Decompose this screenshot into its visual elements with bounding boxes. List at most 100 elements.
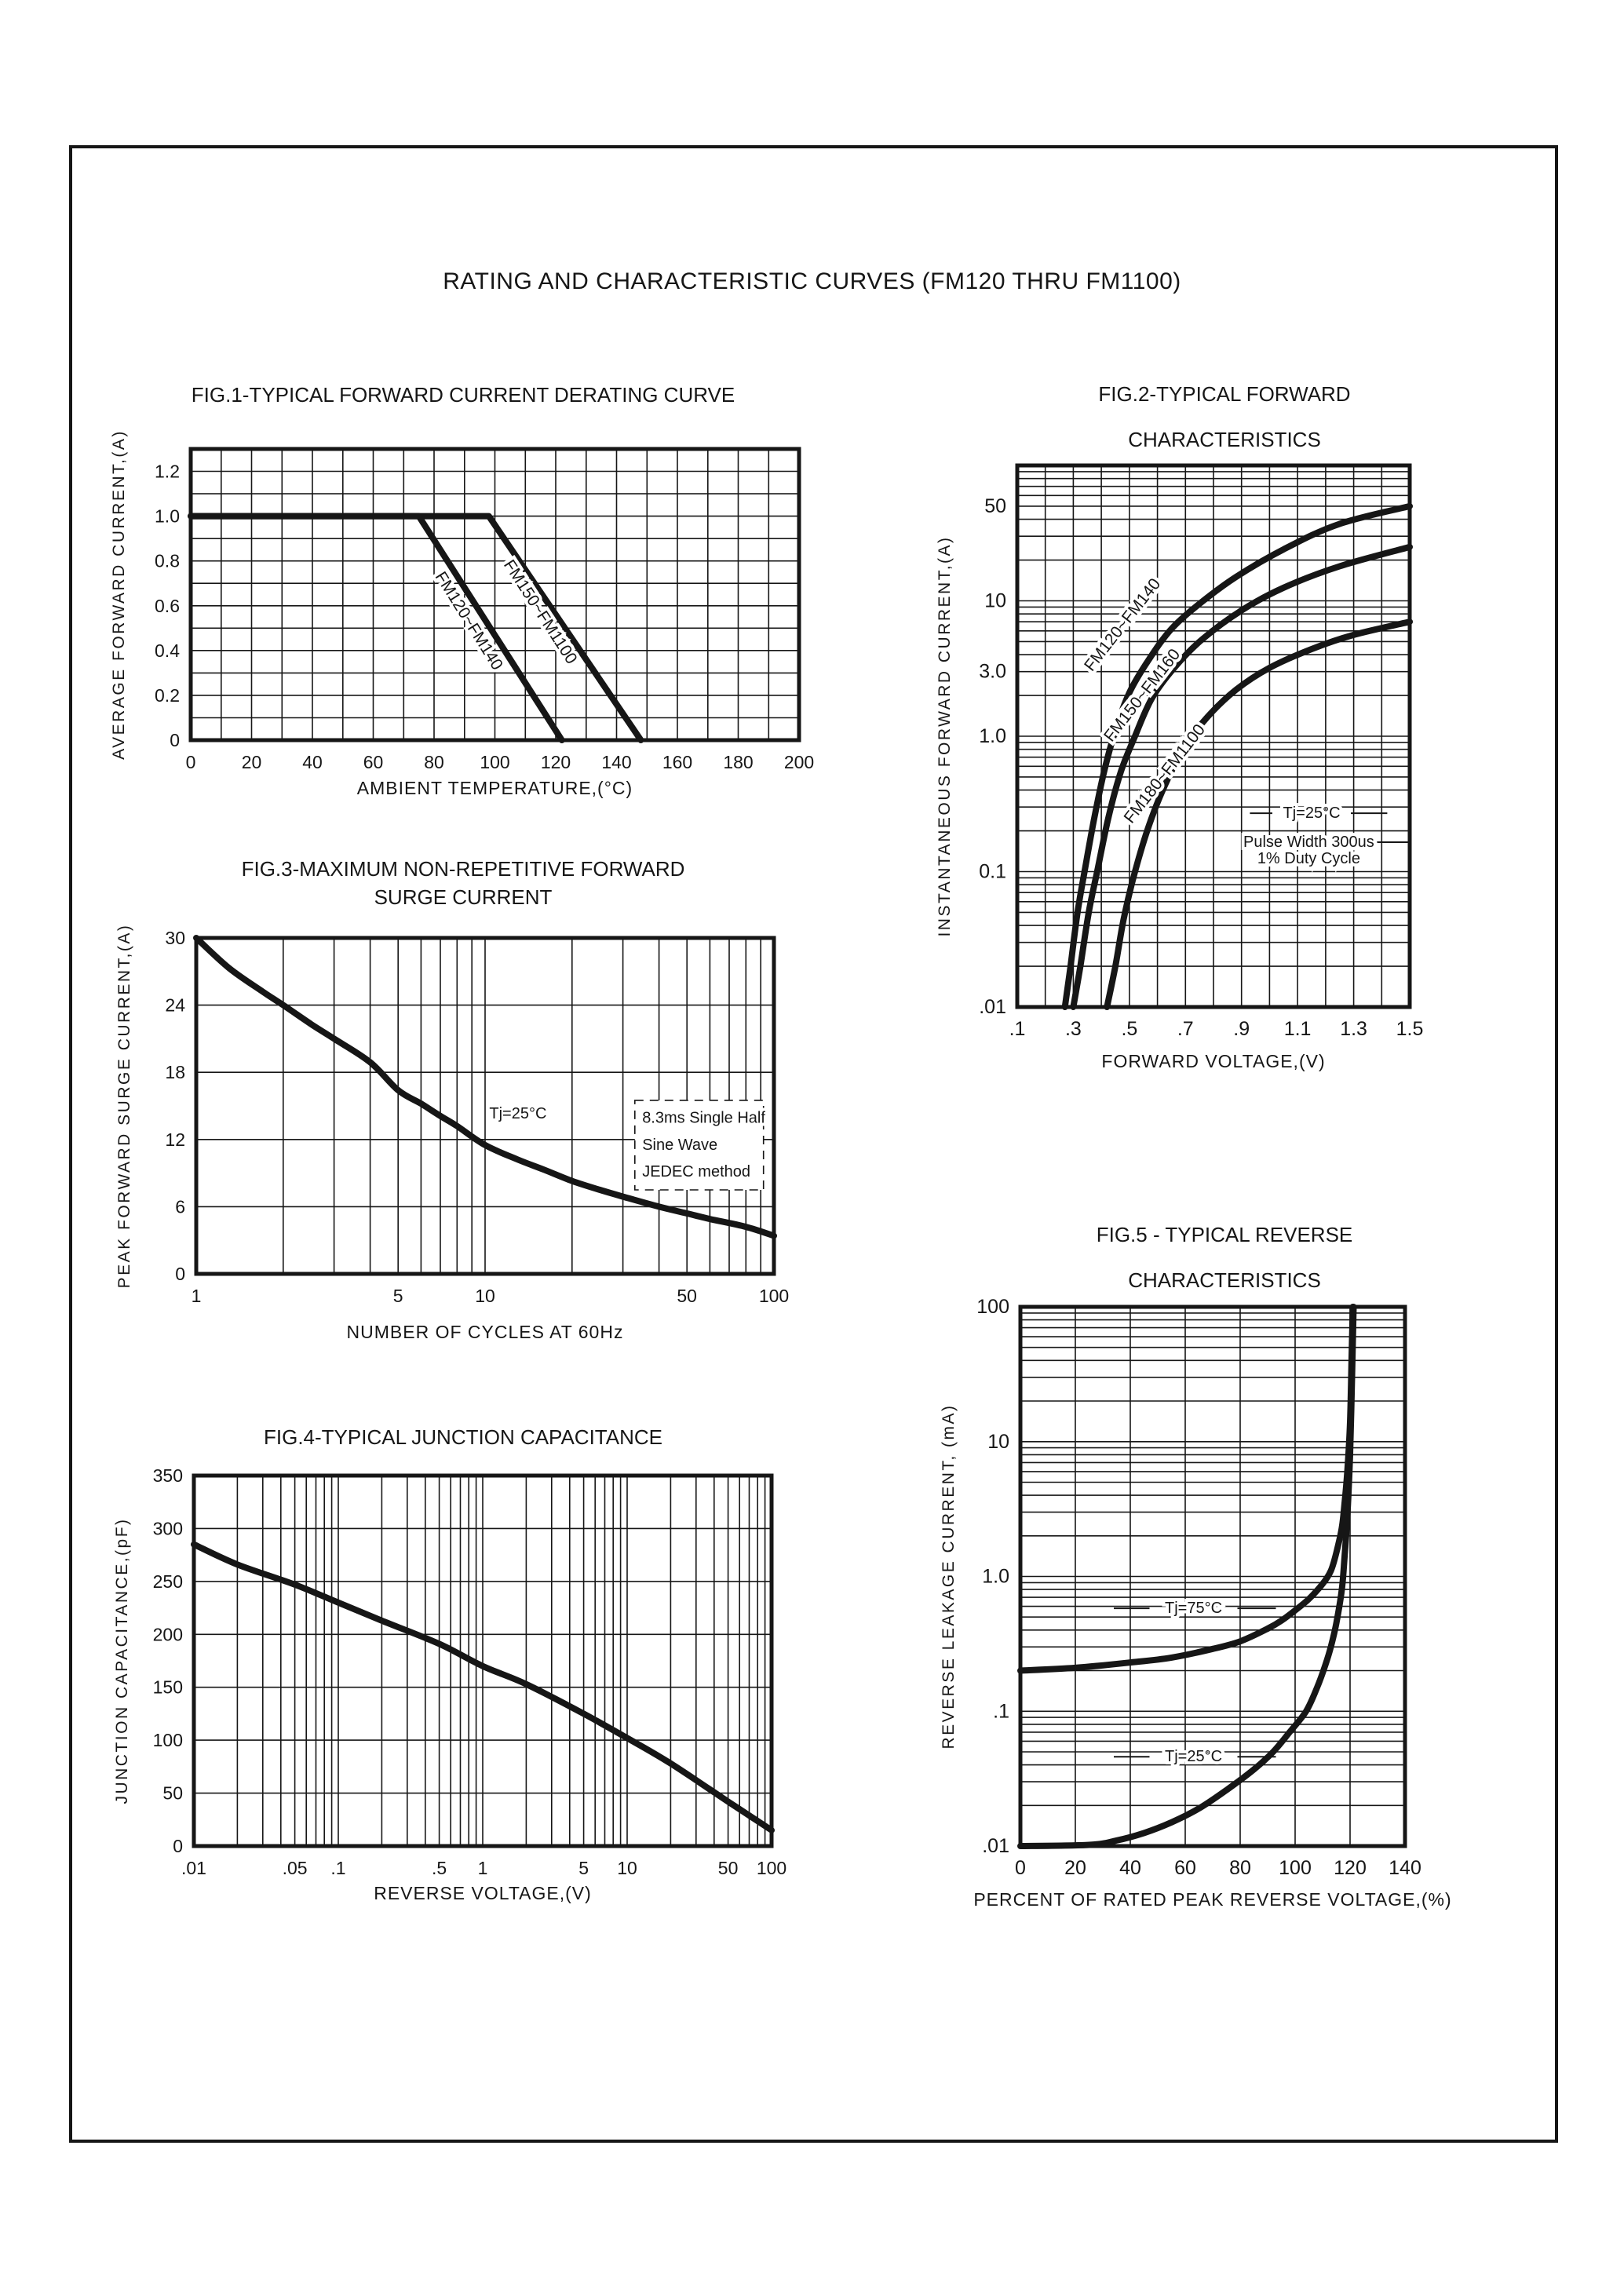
svg-text:.5: .5 [1121,1018,1137,1040]
svg-text:1.5: 1.5 [1396,1018,1424,1040]
svg-text:300: 300 [153,1518,183,1538]
svg-text:0: 0 [175,1264,185,1284]
fig2-series [1061,502,1413,1010]
svg-text:0.8: 0.8 [155,551,180,571]
svg-text:250: 250 [153,1571,183,1592]
fig3-title-line1: FIG.3-MAXIMUM NON-REPETITIVE FORWARD [241,857,685,881]
svg-text:100: 100 [976,1296,1009,1318]
svg-text:160: 160 [662,752,692,772]
svg-text:.7: .7 [1177,1018,1194,1040]
svg-text:50: 50 [718,1858,739,1878]
annotation-text: 8.3ms Single Half [642,1110,765,1127]
fig1-ticks: 0 20 40 60 80 100 120 140 160 180 200 0 0.2 0.4 0.6 0.8… [155,462,814,773]
fig5-title-line1: FIG.5 - TYPICAL REVERSE [1096,1223,1353,1246]
svg-text:100: 100 [757,1858,786,1878]
svg-text:350: 350 [153,1465,183,1486]
annotation-text: Tj=25°C [489,1105,546,1122]
curve-FM150~FM160 [1070,543,1413,1010]
fig3-ylabel: PEAK FORWARD SURGE CURRENT,(A) [115,924,133,1289]
svg-text:.1: .1 [993,1700,1009,1722]
fig1-xlabel: AMBIENT TEMPERATURE,(°C) [357,778,633,798]
svg-text:40: 40 [302,752,323,772]
annotation-text: Pulse Width 300us [1243,834,1374,851]
svg-text:60: 60 [363,752,384,772]
fig5-chart: 0 20 40 60 80 100 120 140 100 10 1.0 .1 .01 PERCENT O… [940,1296,1451,1910]
fig2-title-line1: FIG.2-TYPICAL FORWARD [1098,382,1351,406]
fig4-plot-border [192,1473,774,1848]
annotation-text: Tj=25°C [1283,805,1340,822]
svg-text:.01: .01 [979,996,1006,1018]
fig4-chart: .01 .05 .1 .5 1 5 10 50 100 0 50 100 150 200 250 300 350… [113,1465,787,1903]
fig3-note-box [633,1100,765,1191]
svg-text:1.0: 1.0 [979,725,1006,747]
svg-text:100: 100 [1279,1857,1312,1879]
svg-text:1.0: 1.0 [155,506,180,527]
fig1-chart: 0 20 40 60 80 100 120 140 160 180 200 0 0.2 0.4 0.6 0.8… [110,429,814,798]
annotation-text: Tj=25°C [1165,1748,1222,1765]
page-title: RATING AND CHARACTERISTIC CURVES (FM120 … [443,268,1181,294]
curve-capacitance [191,1541,775,1833]
svg-text:20: 20 [242,752,262,772]
svg-text:50: 50 [984,495,1006,517]
svg-text:100: 100 [759,1286,789,1306]
svg-text:10: 10 [984,590,1006,612]
svg-text:50: 50 [162,1783,183,1804]
fig5-series [1017,1304,1357,1849]
svg-text:0: 0 [170,730,180,750]
svg-text:0: 0 [173,1836,183,1856]
svg-text:0.6: 0.6 [155,596,180,616]
svg-text:0: 0 [1015,1857,1026,1879]
fig4-series [191,1541,775,1833]
svg-text:200: 200 [784,752,814,772]
svg-text:120: 120 [1334,1857,1367,1879]
svg-text:10: 10 [617,1858,637,1878]
fig5-ticks: 0 20 40 60 80 100 120 140 100 10 1.0 .1 .01 [976,1296,1421,1879]
fig5-xlabel: PERCENT OF RATED PEAK REVERSE VOLTAGE,(%… [973,1889,1451,1910]
svg-text:1.0: 1.0 [982,1566,1009,1588]
svg-text:.01: .01 [181,1858,206,1878]
svg-text:180: 180 [723,752,753,772]
fig2-xlabel: FORWARD VOLTAGE,(V) [1101,1051,1325,1071]
fig2-chart: .1 .3 .5 .7 .9 1.1 1.3 1.5 50 10 3.0 1.0 0.1 .01 FORWA… [936,463,1423,1071]
curve-FM180~FM1100 [1104,618,1413,1010]
fig5-plot-border [1018,1304,1407,1848]
svg-text:140: 140 [1389,1857,1421,1879]
fig3-series [193,935,777,1239]
svg-text:20: 20 [1064,1857,1086,1879]
svg-text:.1: .1 [1009,1018,1026,1040]
fig4-xlabel: REVERSE VOLTAGE,(V) [374,1883,592,1903]
fig1-grid [191,449,799,740]
fig4-grid [194,1476,772,1846]
svg-text:10: 10 [475,1286,495,1306]
fig5-ylabel: REVERSE LEAKAGE CURRENT, (mA) [940,1403,958,1749]
fig2-ylabel: INSTANTANEOUS FORWARD CURRENT,(A) [936,535,954,936]
annotation-text: Tj=75°C [1165,1600,1222,1617]
fig3-title-line2: SURGE CURRENT [374,885,553,909]
fig1-plot-border [188,447,801,742]
svg-text:6: 6 [175,1196,185,1217]
svg-text:0.1: 0.1 [979,861,1006,883]
svg-text:30: 30 [165,928,185,948]
svg-text:140: 140 [601,752,631,772]
svg-text:1: 1 [192,1286,202,1306]
svg-text:1.1: 1.1 [1284,1018,1312,1040]
svg-text:.9: .9 [1233,1018,1250,1040]
svg-text:0.2: 0.2 [155,685,180,706]
fig1-title: FIG.1-TYPICAL FORWARD CURRENT DERATING C… [191,383,735,407]
svg-text:12: 12 [165,1129,185,1150]
fig4-ylabel: JUNCTION CAPACITANCE,(pF) [113,1517,131,1804]
fig4-ticks: .01 .05 .1 .5 1 5 10 50 100 0 50 100 150 200 250 300 350 [153,1465,787,1878]
svg-text:60: 60 [1174,1857,1196,1879]
svg-text:.1: .1 [330,1858,345,1878]
svg-text:.05: .05 [283,1858,308,1878]
fig3-xlabel: NUMBER OF CYCLES AT 60Hz [347,1322,624,1342]
svg-text:1.2: 1.2 [155,462,180,482]
curve-surge [193,935,777,1239]
svg-text:200: 200 [153,1624,183,1644]
fig2-ticks: .1 .3 .5 .7 .9 1.1 1.3 1.5 50 10 3.0 1.0 0.1 .01 [979,495,1423,1040]
fig2-plot-border [1015,463,1412,1009]
fig2-title-line2: CHARACTERISTICS [1128,428,1321,451]
svg-text:100: 100 [480,752,509,772]
fig5-title-line2: CHARACTERISTICS [1128,1268,1321,1292]
svg-text:1.3: 1.3 [1340,1018,1367,1040]
